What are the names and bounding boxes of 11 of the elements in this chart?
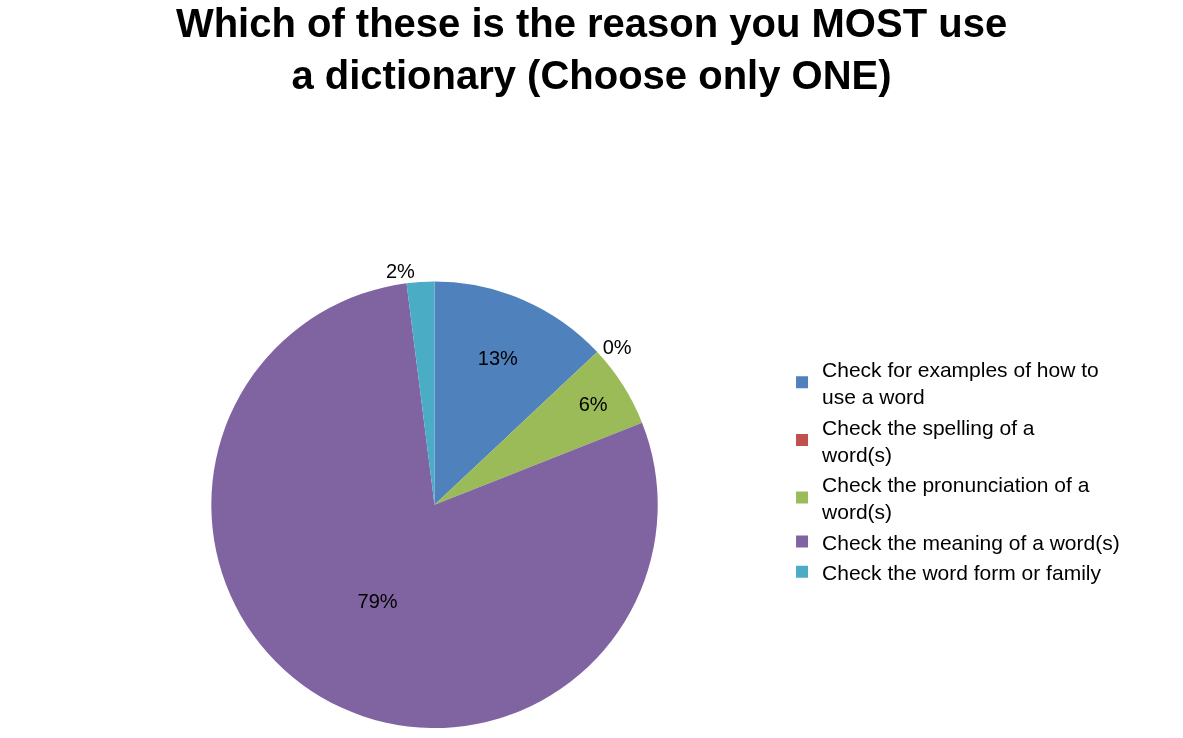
legend-label: Check the meaning of a word(s) — [822, 530, 1120, 554]
legend-label: Check the word form or family — [822, 561, 1102, 584]
legend-label: Check the pronunciation of a word(s) — [821, 473, 1090, 524]
text: 0% — [602, 335, 632, 358]
data-label: 2% — [385, 260, 416, 283]
data-label: 13% — [477, 347, 519, 370]
legend-label: Check for examples of how to use a word — [822, 357, 1099, 409]
data-label: 6% — [578, 393, 608, 416]
data-label: 79% — [357, 589, 398, 612]
legend-label: Check the spelling of a word(s) — [821, 415, 1035, 466]
chart-title: Which of these is the reason you MOST use a dictionary (Choose only ONE) — [175, 0, 1008, 97]
